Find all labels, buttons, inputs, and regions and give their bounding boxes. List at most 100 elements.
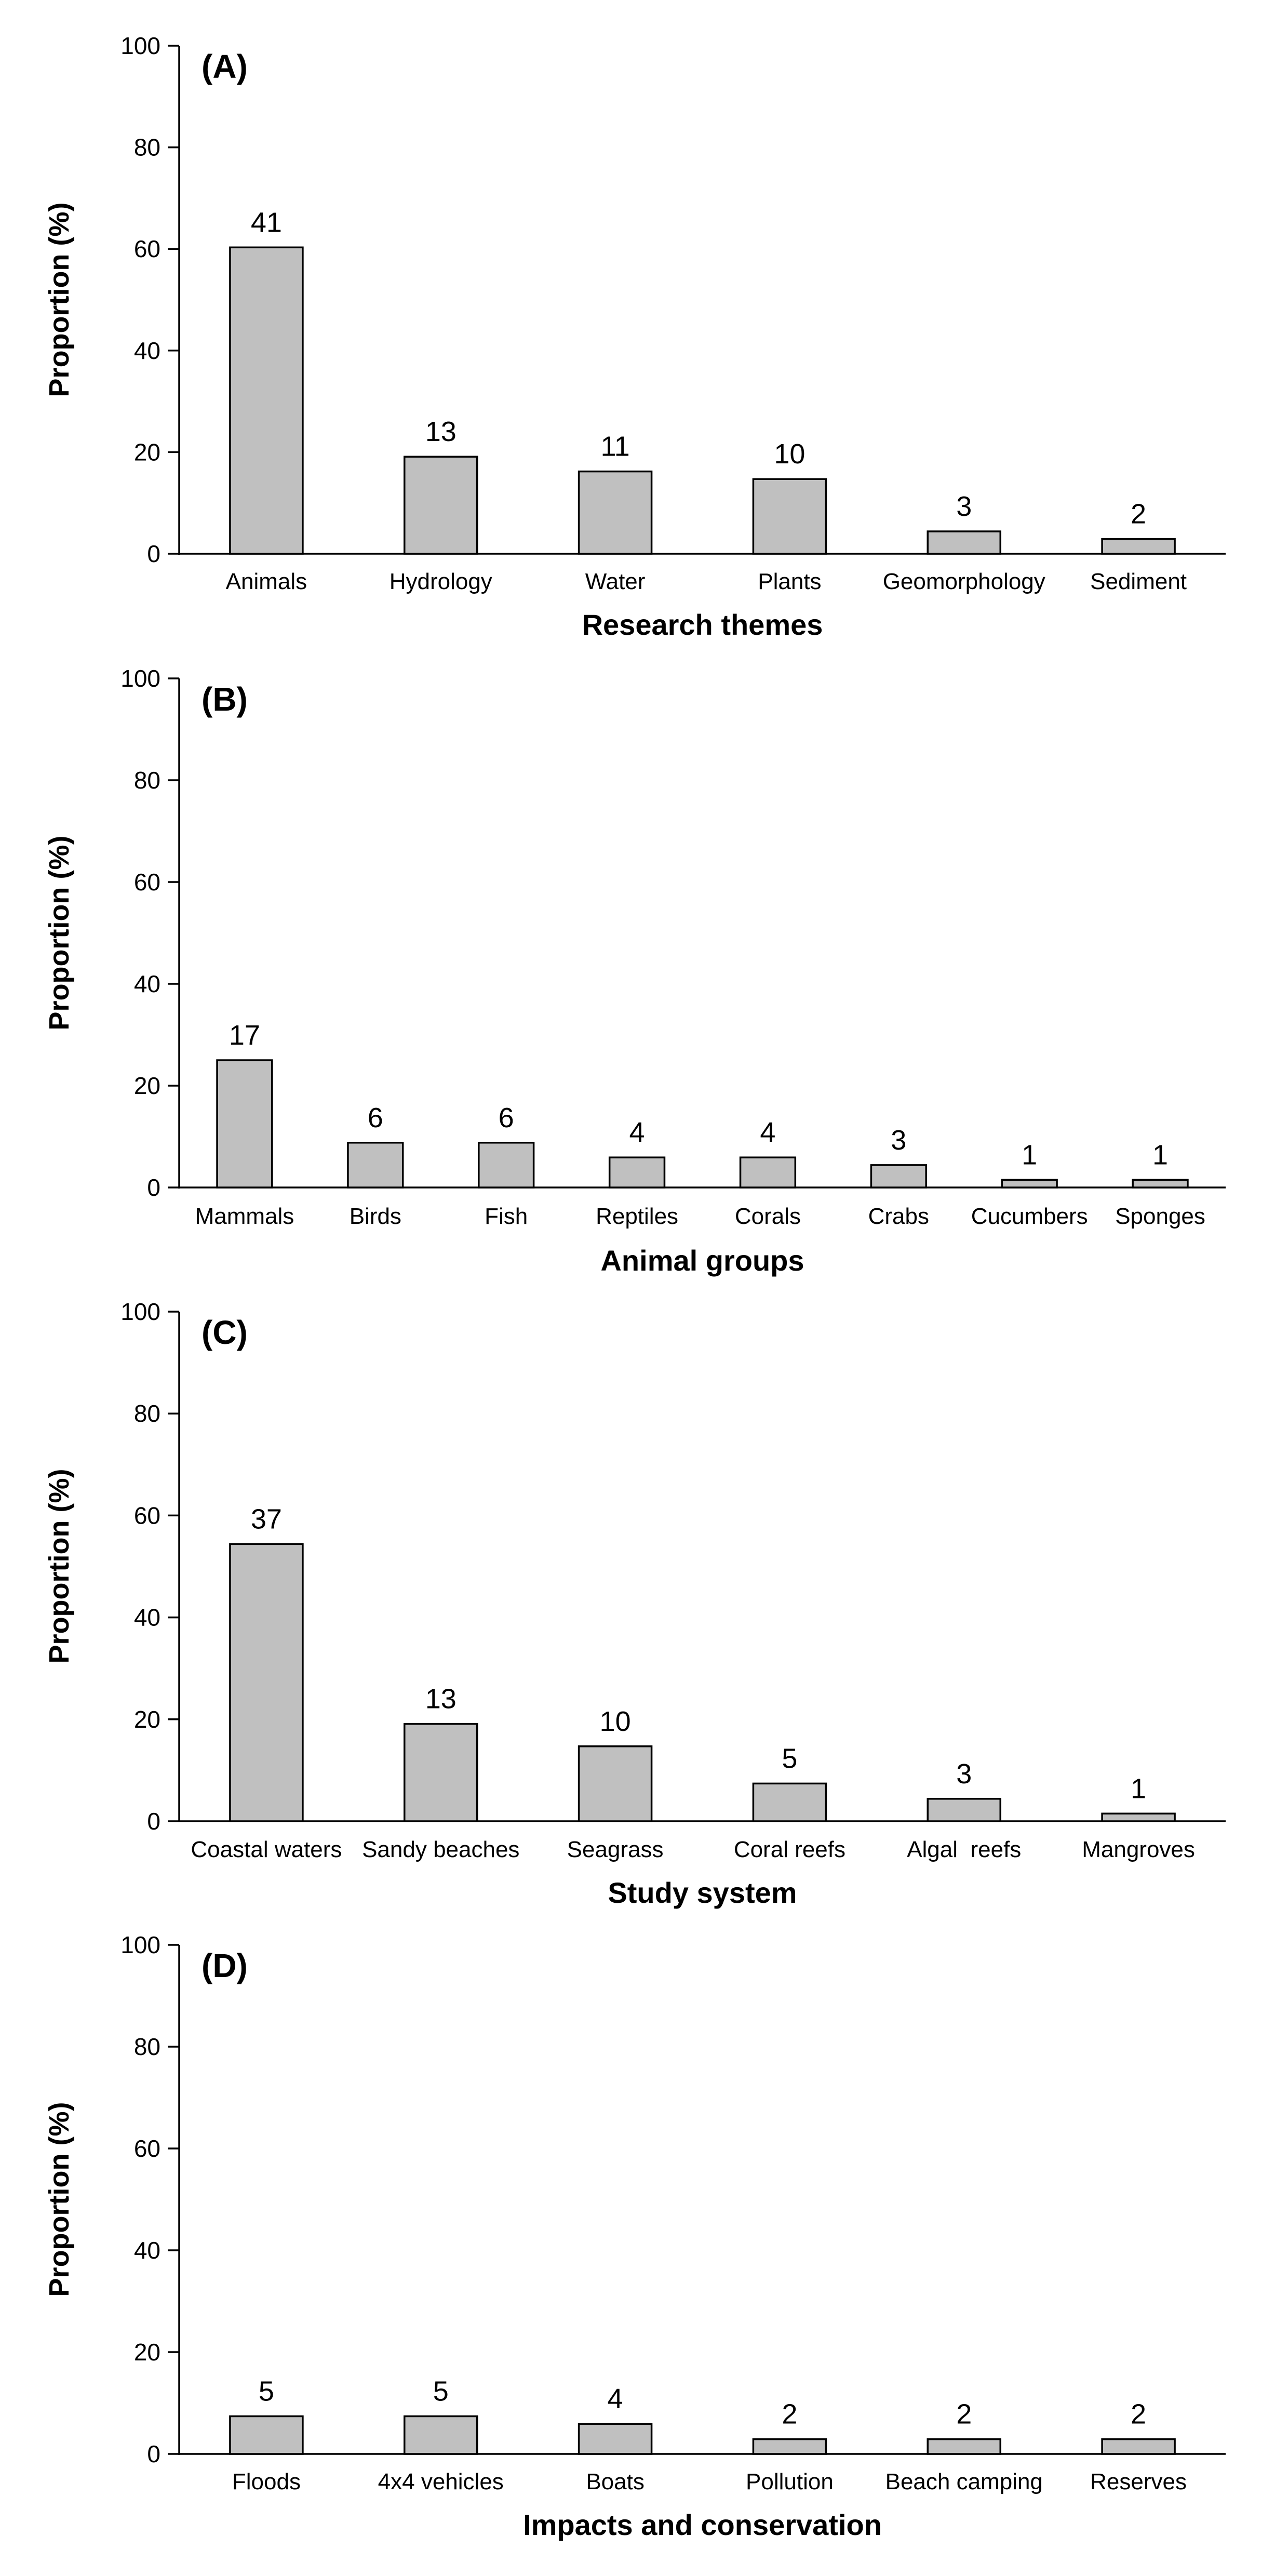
panel-c-y-tick-label: 80 bbox=[134, 1400, 160, 1427]
panel-a-category-label: Water bbox=[585, 569, 646, 594]
panel-c-y-tick-label: 40 bbox=[134, 1604, 160, 1631]
panel-a-y-tick-label: 100 bbox=[120, 32, 160, 59]
panel-a-category-label: Geomorphology bbox=[883, 569, 1045, 594]
panel-b-category-label: Crabs bbox=[868, 1204, 929, 1229]
panel-b-bar-value-label: 3 bbox=[891, 1125, 906, 1156]
panel-a-bar bbox=[927, 530, 1001, 555]
panel-a-bar-value-label: 2 bbox=[1131, 499, 1146, 530]
panel-d-label: (D) bbox=[202, 1947, 248, 1984]
panel-b-bar-value-label: 1 bbox=[1022, 1139, 1037, 1170]
panel-c-bar bbox=[752, 1782, 827, 1822]
panel-d-y-axis-title: Proportion (%) bbox=[44, 2102, 75, 2297]
panel-a-label: (A) bbox=[202, 48, 248, 85]
panel-b-bar-value-label: 6 bbox=[368, 1102, 383, 1133]
panel-c-category-label: Sandy beaches bbox=[362, 1837, 519, 1862]
panel-a-category-label: Animals bbox=[226, 569, 307, 594]
panel-c-bar-value-label: 37 bbox=[251, 1503, 282, 1534]
panel-c-bar bbox=[404, 1723, 478, 1822]
panel-d-category-label: Pollution bbox=[746, 2469, 834, 2494]
panel-b-y-tick-label: 60 bbox=[134, 869, 160, 896]
panel-c-bar-value-label: 5 bbox=[782, 1743, 797, 1774]
panel-b-bar-value-label: 4 bbox=[629, 1117, 645, 1148]
panel-b-bar-value-label: 1 bbox=[1152, 1139, 1168, 1170]
panel-b-y-tick-label: 0 bbox=[147, 1174, 160, 1201]
panel-d-y-tick-label: 0 bbox=[147, 2440, 160, 2467]
panel-c-category-label: Coral reefs bbox=[734, 1837, 845, 1862]
panel-b-bar-value-label: 17 bbox=[229, 1020, 260, 1051]
panel-c-bar-value-label: 1 bbox=[1131, 1773, 1146, 1804]
panel-c-label: (C) bbox=[202, 1314, 248, 1351]
panel-d-bar-value-label: 4 bbox=[608, 2383, 623, 2414]
panel-d-bar-value-label: 5 bbox=[259, 2375, 274, 2407]
panel-a-bar-value-label: 13 bbox=[425, 416, 457, 447]
panel-a-bar bbox=[578, 470, 653, 555]
panel-d-bar bbox=[229, 2415, 304, 2455]
panel-b-y-axis-title: Proportion (%) bbox=[44, 836, 75, 1031]
panel-d-bar-value-label: 2 bbox=[782, 2399, 797, 2430]
panel-d-bar-value-label: 2 bbox=[956, 2399, 972, 2430]
panel-d-bar bbox=[578, 2423, 653, 2455]
panel-b-bar-value-label: 6 bbox=[499, 1102, 514, 1133]
panel-b-category-label: Sponges bbox=[1115, 1204, 1205, 1229]
panel-d-y-tick-label: 100 bbox=[120, 1931, 160, 1958]
panel-a-y-axis-title: Proportion (%) bbox=[44, 203, 75, 397]
panel-c-category-label: Coastal waters bbox=[191, 1837, 342, 1862]
panel-c-bar-value-label: 3 bbox=[956, 1758, 972, 1790]
panel-b-category-label: Cucumbers bbox=[971, 1204, 1088, 1229]
panel-d-bar-value-label: 5 bbox=[433, 2375, 449, 2407]
panel-d-bar bbox=[404, 2415, 478, 2455]
panel-b-bar bbox=[216, 1059, 273, 1189]
panel-a-bar-value-label: 3 bbox=[956, 491, 972, 522]
panel-b-y-tick-label: 80 bbox=[134, 767, 160, 794]
panel-d-category-label: 4x4 vehicles bbox=[378, 2469, 504, 2494]
panel-c-bar-value-label: 13 bbox=[425, 1684, 457, 1715]
panel-b-y-tick-label: 40 bbox=[134, 970, 160, 997]
panel-a-bar bbox=[1101, 538, 1176, 555]
panel-d-category-label: Floods bbox=[232, 2469, 301, 2494]
panel-b-bar bbox=[739, 1156, 797, 1189]
panel-b-bar bbox=[1132, 1179, 1189, 1189]
panel-d-category-label: Reserves bbox=[1090, 2469, 1187, 2494]
panel-b-x-axis-title: Animal groups bbox=[600, 1244, 804, 1277]
panel-d-bar bbox=[1101, 2438, 1176, 2455]
panel-d-bar-value-label: 2 bbox=[1131, 2399, 1146, 2430]
panel-d-category-label: Boats bbox=[586, 2469, 645, 2494]
panel-b-category-label: Corals bbox=[735, 1204, 801, 1229]
panel-c-category-label: Algal reefs bbox=[907, 1837, 1021, 1862]
panel-b-bar bbox=[347, 1142, 404, 1189]
panel-c-bar bbox=[927, 1798, 1001, 1822]
panel-c-bar-value-label: 10 bbox=[600, 1706, 631, 1737]
panel-a-category-label: Plants bbox=[758, 569, 821, 594]
panel-d-y-tick-label: 40 bbox=[134, 2237, 160, 2264]
panel-b-category-label: Fish bbox=[485, 1204, 528, 1229]
panel-a-category-label: Sediment bbox=[1090, 569, 1187, 594]
panel-b-y-tick-label: 100 bbox=[120, 665, 160, 692]
panel-b-category-label: Mammals bbox=[195, 1204, 294, 1229]
panel-b-bar bbox=[1001, 1179, 1058, 1189]
panel-c-y-axis-title: Proportion (%) bbox=[44, 1469, 75, 1664]
panel-b-category-label: Birds bbox=[350, 1204, 401, 1229]
panel-b-category-label: Reptiles bbox=[596, 1204, 678, 1229]
panel-c-y-tick-label: 100 bbox=[120, 1298, 160, 1325]
panel-d-y-tick-label: 80 bbox=[134, 2033, 160, 2060]
panel-a-bar bbox=[404, 456, 478, 555]
panel-a-category-label: Hydrology bbox=[390, 569, 492, 594]
panel-d-y-tick-label: 60 bbox=[134, 2135, 160, 2162]
panel-a-bar-value-label: 11 bbox=[601, 431, 630, 462]
panel-c-y-tick-label: 60 bbox=[134, 1502, 160, 1529]
panel-c-x-axis-title: Study system bbox=[608, 1876, 797, 1909]
panel-b-bar bbox=[608, 1156, 666, 1189]
panel-c-bar bbox=[578, 1745, 653, 1822]
panel-c-y-tick-label: 0 bbox=[147, 1808, 160, 1835]
panel-a-bar-value-label: 41 bbox=[251, 207, 282, 238]
panel-a-bar-value-label: 10 bbox=[774, 438, 805, 470]
panel-d-bar bbox=[927, 2438, 1001, 2455]
panel-d-bar bbox=[752, 2438, 827, 2455]
panel-a-x-axis-title: Research themes bbox=[582, 608, 823, 641]
panel-d-category-label: Beach camping bbox=[885, 2469, 1043, 2494]
panel-b-bar bbox=[870, 1164, 927, 1189]
panel-b-bar bbox=[478, 1142, 535, 1189]
panel-d-x-axis-title: Impacts and conservation bbox=[523, 2508, 882, 2541]
panel-a-y-tick-label: 60 bbox=[134, 235, 160, 262]
